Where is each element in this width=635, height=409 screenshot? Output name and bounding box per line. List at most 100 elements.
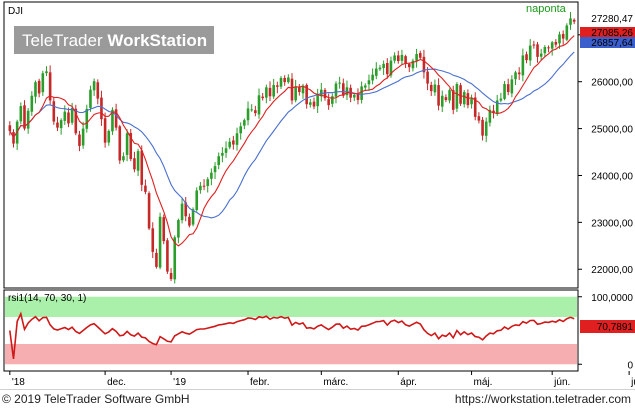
candle-body (265, 87, 268, 98)
rsi-oversold-zone (5, 344, 577, 365)
candle-body (481, 119, 484, 136)
candle-body (488, 109, 492, 123)
candle-body (19, 106, 23, 122)
candle-body (210, 172, 213, 179)
candle-body (290, 78, 294, 101)
candle-body (283, 77, 286, 83)
candle-body (133, 158, 136, 170)
candle-body (221, 152, 224, 156)
last-price-box (580, 13, 635, 24)
candle-body (122, 156, 125, 161)
candle-body (30, 95, 34, 112)
candle-body (199, 185, 202, 191)
candle-body (444, 97, 448, 100)
candle-body (363, 85, 367, 88)
candle-body (393, 55, 396, 61)
y-tick-label: 26000,00 (591, 78, 633, 89)
candle-body (459, 85, 462, 104)
candle-body (166, 240, 169, 272)
footer-url[interactable]: https://workstation.teletrader.com (454, 392, 631, 406)
candle-body (327, 99, 330, 106)
candle-body (294, 86, 297, 101)
candle-body (136, 151, 140, 171)
candle-body (184, 202, 188, 217)
rsi-current-box (580, 320, 635, 333)
x-tick-label: ápr. (400, 377, 417, 388)
candle-body (144, 185, 147, 192)
candle-body (206, 179, 210, 187)
candle-body (125, 133, 129, 155)
candle-body (320, 89, 323, 96)
candle-body (232, 140, 235, 145)
candle-body (378, 67, 382, 70)
candle-body (382, 63, 385, 69)
candle-body (298, 86, 301, 93)
candle-body (422, 56, 426, 73)
candle-body (70, 107, 74, 123)
candle-body (250, 109, 253, 111)
candle-body (158, 216, 162, 268)
candle-body (26, 110, 30, 129)
candle-body (41, 73, 45, 93)
ma-fast-line (9, 35, 575, 247)
candle-body (78, 134, 81, 146)
candle-body (331, 96, 334, 104)
candle-body (224, 148, 228, 153)
candle-body (323, 89, 327, 99)
candle-body (235, 133, 239, 145)
candle-body (448, 90, 451, 101)
candle-body (261, 96, 264, 99)
candle-body (510, 79, 514, 94)
watermark-text: TeleTrader WorkStation (22, 31, 207, 50)
candle-body (48, 72, 52, 101)
y-tick-label: 25000,00 (591, 125, 633, 136)
rsi-tick-label: 100,0000 (591, 293, 633, 304)
candle-body (89, 89, 92, 108)
candle-body (103, 118, 107, 143)
candle-body (217, 156, 221, 166)
candle-body (466, 93, 470, 106)
candle-body (268, 87, 272, 97)
rsi-title: rsi1(14, 70, 30, 1) (8, 293, 86, 304)
candle-body (426, 71, 429, 84)
candle-body (342, 83, 345, 96)
x-tick-label: jún. (553, 377, 570, 388)
candle-body (173, 237, 177, 280)
y-tick-label: 23000,00 (591, 218, 633, 229)
candle-body (429, 84, 433, 92)
candle-body (213, 166, 217, 173)
candle-body (23, 105, 26, 129)
candle-body (243, 120, 246, 126)
candle-body (407, 64, 411, 68)
x-tick-label: febr. (250, 377, 269, 388)
candle-body (528, 45, 532, 61)
rsi-overbought-zone (5, 296, 577, 317)
candle-body (56, 122, 59, 128)
candle-body (514, 72, 517, 80)
x-tick-label: júl. (630, 377, 635, 388)
candle-body (411, 60, 415, 69)
footer-copyright: © 2019 TeleTrader Software GmbH (2, 392, 190, 406)
candle-body (539, 53, 543, 57)
y-tick-label: 24000,00 (591, 171, 633, 182)
last-price-label: 27280,47 (591, 14, 633, 25)
candle-body (188, 216, 191, 226)
candle-body (85, 108, 89, 129)
candle-body (74, 108, 78, 134)
candle-body (415, 54, 418, 61)
candle-body (477, 116, 481, 121)
candle-body (147, 193, 151, 229)
candle-body (418, 52, 422, 58)
candle-body (334, 83, 338, 97)
footer-bar: © 2019 TeleTrader Software GmbH https://… (0, 389, 635, 409)
chart-svg: 22000,00 23000,00 24000,00 25000,00 26000,00… (3, 1, 635, 388)
candle-body (162, 217, 166, 242)
candle-body (45, 71, 48, 74)
candle-body (558, 34, 561, 44)
candle-body (470, 98, 473, 105)
candle-body (155, 252, 158, 267)
candle-body (404, 56, 407, 64)
candle-body (517, 72, 521, 75)
candle-body (228, 141, 232, 148)
symbol-label: DJI (8, 6, 23, 17)
